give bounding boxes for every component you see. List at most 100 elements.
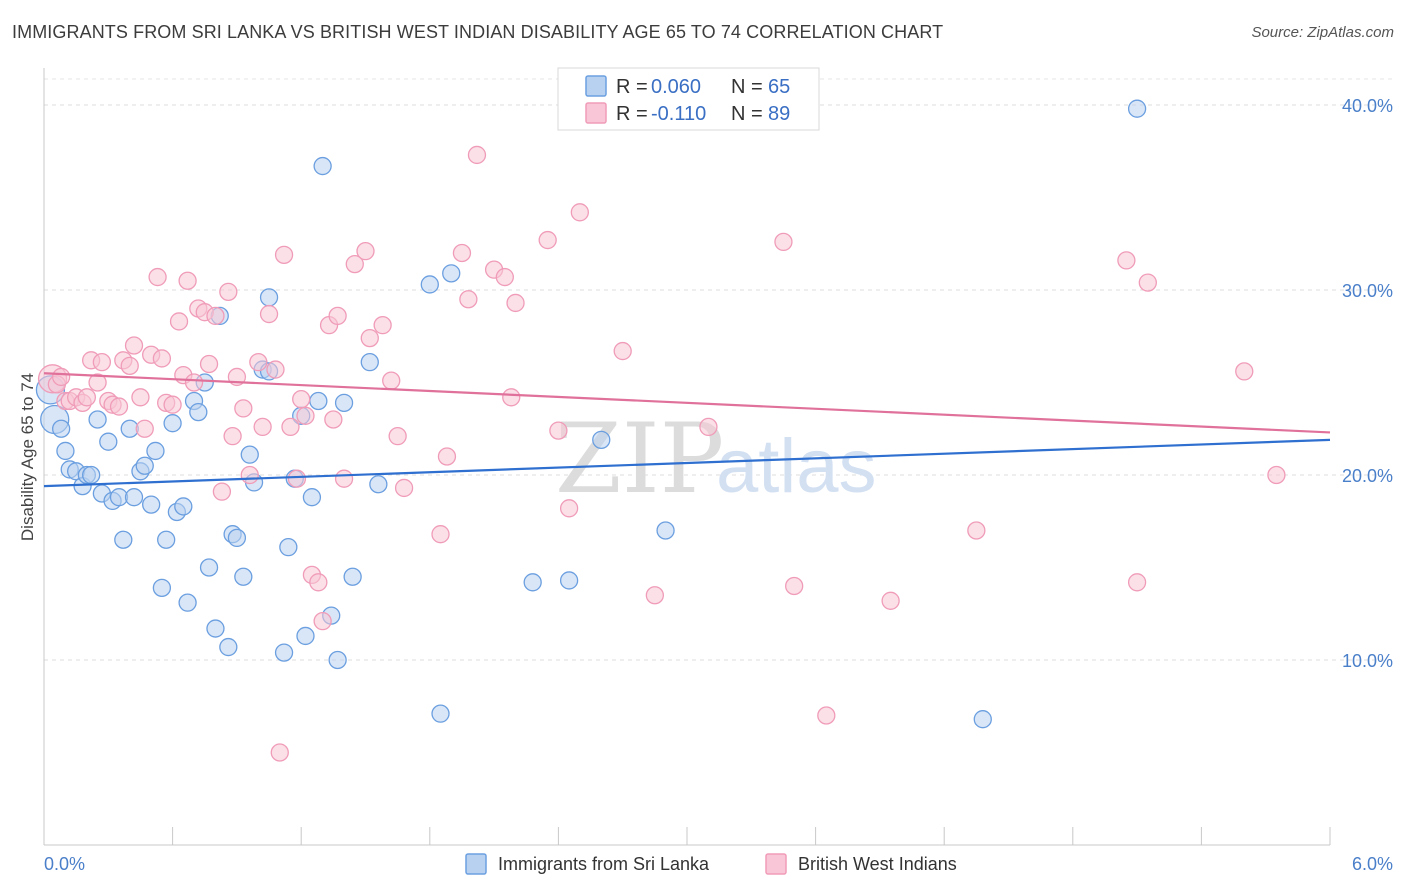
data-point bbox=[313, 612, 332, 631]
data-point bbox=[120, 356, 139, 376]
data-point bbox=[495, 267, 514, 287]
data-point bbox=[178, 593, 197, 612]
data-point bbox=[212, 482, 232, 501]
data-point bbox=[146, 441, 165, 461]
data-point bbox=[259, 304, 279, 324]
data-point bbox=[452, 243, 472, 263]
data-point bbox=[99, 432, 118, 451]
watermark-atlas: atlas bbox=[716, 424, 877, 509]
watermark-zip: ZIP bbox=[555, 403, 724, 515]
data-point bbox=[973, 710, 992, 729]
data-point bbox=[82, 465, 101, 485]
bottom-legend-label-sri-lanka: Immigrants from Sri Lanka bbox=[498, 854, 710, 874]
data-point bbox=[51, 419, 71, 438]
watermark: ZIP atlas bbox=[555, 403, 877, 515]
data-point bbox=[394, 478, 414, 498]
data-point bbox=[570, 203, 589, 222]
x-tick-labels: 0.0% 6.0% bbox=[44, 854, 1393, 874]
data-point bbox=[382, 371, 401, 390]
x-tick-label-min: 0.0% bbox=[44, 854, 85, 874]
x-ticks bbox=[43, 827, 1331, 845]
data-point bbox=[420, 275, 439, 294]
data-point bbox=[1127, 573, 1147, 592]
data-point bbox=[334, 469, 354, 488]
data-point bbox=[506, 293, 525, 313]
data-point bbox=[613, 341, 632, 361]
data-point bbox=[163, 395, 182, 414]
data-point bbox=[77, 388, 97, 407]
data-point bbox=[174, 497, 193, 516]
trend-line-british-west-indians bbox=[43, 372, 1331, 434]
data-point bbox=[656, 521, 675, 540]
data-point bbox=[92, 352, 112, 372]
data-point bbox=[373, 315, 392, 335]
data-point bbox=[645, 586, 664, 605]
y-tick-labels: 10.0% 20.0% 30.0% 40.0% bbox=[1342, 96, 1393, 671]
data-point bbox=[328, 650, 347, 670]
data-point bbox=[157, 530, 176, 549]
trend-lines bbox=[43, 372, 1331, 488]
data-point bbox=[281, 417, 300, 437]
data-point bbox=[199, 354, 219, 374]
chart-title: IMMIGRANTS FROM SRI LANKA VS BRITISH WES… bbox=[12, 22, 944, 42]
series-british-west-indians-points bbox=[37, 99, 1286, 762]
data-point bbox=[109, 397, 129, 416]
legend-n-value-0: 65 bbox=[768, 76, 790, 98]
data-point bbox=[274, 643, 294, 662]
data-point bbox=[296, 626, 315, 646]
legend-r-value-1: -0.110 bbox=[651, 103, 706, 125]
data-point bbox=[459, 290, 478, 309]
data-point bbox=[360, 328, 379, 348]
data-point bbox=[1127, 99, 1147, 118]
data-point bbox=[1117, 251, 1136, 270]
data-point bbox=[219, 637, 238, 657]
data-point bbox=[538, 230, 557, 250]
data-point bbox=[88, 373, 107, 392]
y-tick-label: 40.0% bbox=[1342, 96, 1393, 116]
data-point bbox=[124, 336, 144, 355]
data-point bbox=[334, 393, 354, 413]
y-tick-label: 30.0% bbox=[1342, 281, 1393, 301]
data-point bbox=[431, 525, 450, 544]
data-point bbox=[324, 410, 343, 429]
data-point bbox=[135, 419, 154, 438]
trend-line-sri-lanka bbox=[43, 438, 1331, 488]
data-point bbox=[774, 232, 793, 252]
data-point bbox=[114, 530, 133, 549]
data-point bbox=[148, 267, 167, 287]
data-point bbox=[56, 441, 75, 461]
bottom-legend-swatch-british-west-indians bbox=[765, 853, 787, 875]
data-point bbox=[369, 475, 388, 494]
data-point bbox=[152, 578, 172, 597]
bottom-legend: Immigrants from Sri Lanka British West I… bbox=[465, 853, 957, 875]
y-tick-label: 10.0% bbox=[1342, 651, 1393, 671]
data-point bbox=[131, 388, 150, 407]
data-point bbox=[227, 528, 247, 548]
data-point bbox=[223, 426, 242, 446]
legend-r-label-1: R = bbox=[616, 103, 648, 125]
data-point bbox=[785, 576, 804, 596]
data-point bbox=[152, 349, 172, 368]
data-point bbox=[266, 360, 285, 379]
data-point bbox=[592, 430, 611, 450]
data-point bbox=[1267, 465, 1286, 485]
data-point bbox=[287, 469, 307, 488]
data-point bbox=[431, 704, 450, 723]
data-point bbox=[467, 145, 487, 165]
data-point bbox=[206, 619, 225, 638]
y-tick-label: 20.0% bbox=[1342, 466, 1393, 486]
data-point bbox=[296, 406, 315, 425]
data-point bbox=[356, 241, 375, 261]
data-point bbox=[169, 312, 189, 331]
data-point bbox=[234, 567, 253, 586]
data-point bbox=[442, 264, 461, 283]
data-point bbox=[199, 558, 219, 577]
data-point bbox=[345, 254, 364, 274]
legend-n-label-0: N = bbox=[731, 76, 763, 98]
data-point bbox=[184, 373, 204, 392]
data-point bbox=[967, 521, 986, 540]
data-point bbox=[523, 573, 542, 592]
data-point bbox=[279, 538, 298, 557]
data-point bbox=[360, 352, 379, 372]
